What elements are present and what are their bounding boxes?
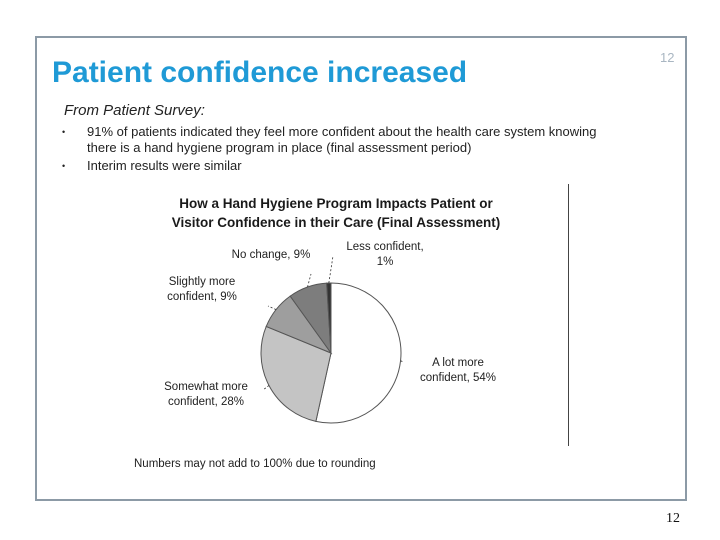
chart-title: How a Hand Hygiene Program Impacts Patie…	[140, 194, 532, 232]
leader-line	[328, 255, 334, 284]
bullet-line: Interim results were similar	[87, 158, 242, 173]
chart-title-line: Visitor Confidence in their Care (Final …	[171, 215, 501, 230]
bullet-icon: •	[62, 127, 66, 137]
pie-label: A lot more confident, 54%	[420, 357, 496, 384]
pie-label: Somewhat more confident, 28%	[164, 381, 248, 408]
subtitle: From Patient Survey:	[64, 102, 205, 119]
pie-label: No change, 9%	[232, 249, 311, 261]
slide-number-bottom: 12	[666, 511, 680, 526]
slide-frame	[35, 36, 687, 501]
leader-line	[267, 305, 277, 310]
page-title: Patient confidence increased	[52, 56, 468, 89]
pie-slice-somewhat-more-confident	[260, 325, 332, 422]
bullet-list: • 91% of patients indicated they feel mo…	[62, 124, 662, 176]
bullet-item: • Interim results were similar	[62, 158, 662, 174]
divider-line	[568, 184, 569, 446]
bullet-item: • 91% of patients indicated they feel mo…	[62, 124, 662, 156]
chart-title-line: How a Hand Hygiene Program Impacts Patie…	[179, 196, 493, 211]
pie-label: Slightly more confident, 9%	[167, 276, 237, 303]
bullet-icon: •	[62, 161, 66, 171]
leader-line	[400, 360, 404, 363]
footnote: Numbers may not add to 100% due to round…	[134, 458, 376, 470]
bullet-line: there is a hand hygiene program in place…	[87, 140, 472, 155]
leader-line	[262, 385, 270, 391]
leader-line	[307, 273, 312, 288]
bullet-line: 91% of patients indicated they feel more…	[87, 124, 597, 139]
pie-label: Less confident, 1%	[346, 241, 423, 268]
slide-number-top: 12	[660, 50, 675, 65]
